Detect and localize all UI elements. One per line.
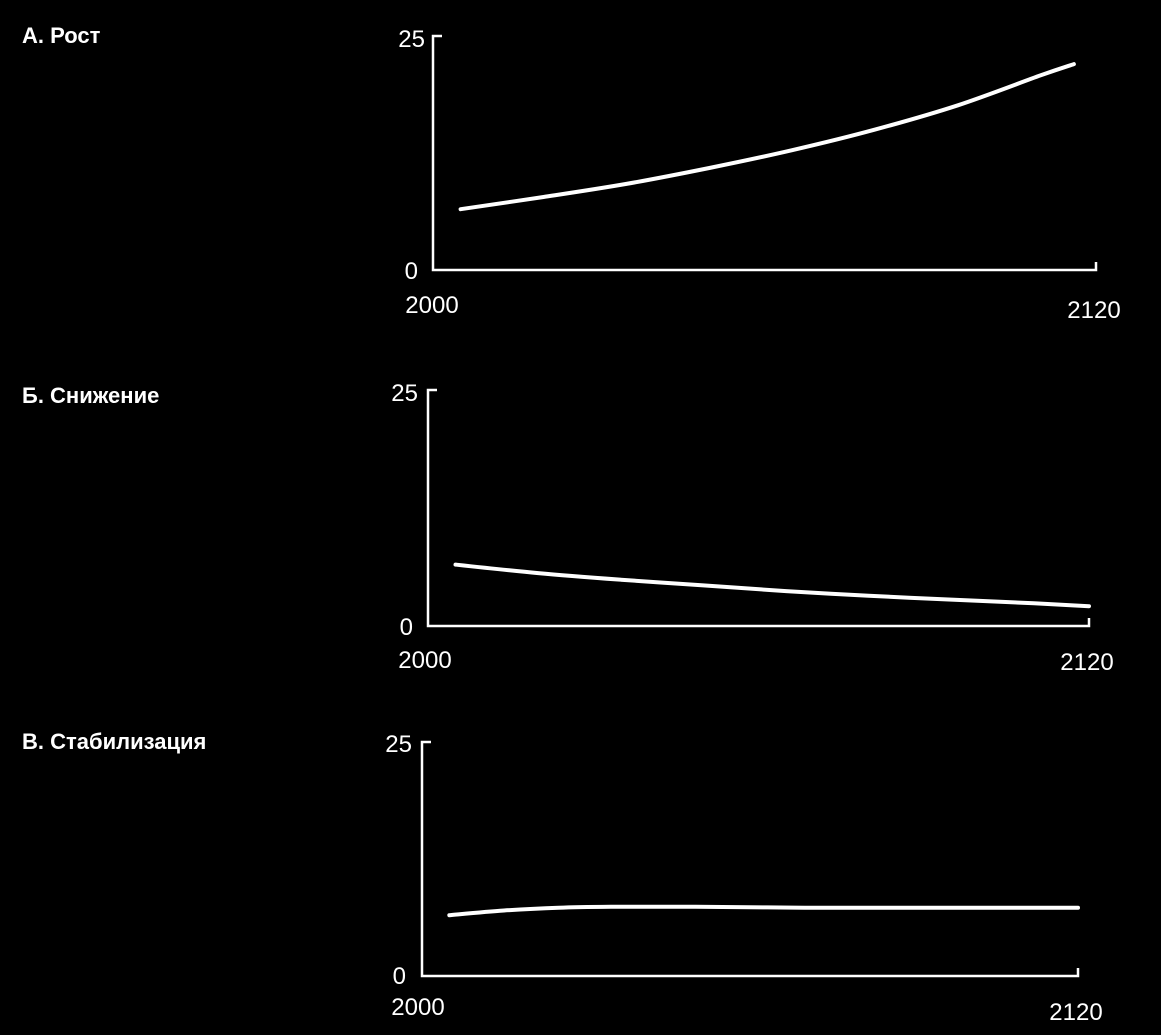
- y-tick-min: 0: [393, 963, 406, 990]
- x-tick-max: 2120: [1060, 649, 1113, 676]
- x-tick-max: 2120: [1067, 297, 1120, 324]
- series-line-decline: [453, 562, 1091, 609]
- x-tick-min: 2000: [398, 647, 451, 674]
- chart-panel-decline: Б. Снижение 25 0 2000 2120: [22, 380, 1114, 676]
- axes: [426, 388, 1091, 628]
- axes: [431, 34, 1098, 272]
- axes: [420, 740, 1080, 978]
- y-tick-max: 25: [391, 380, 418, 407]
- x-tick-min: 2000: [391, 994, 444, 1021]
- chart-title: Б. Снижение: [22, 383, 159, 408]
- y-tick-min: 0: [405, 258, 418, 285]
- series-line-growth: [458, 62, 1076, 212]
- y-tick-min: 0: [400, 614, 413, 641]
- y-tick-max: 25: [398, 26, 425, 53]
- x-tick-max: 2120: [1049, 999, 1102, 1026]
- chart-title: В. Стабилизация: [22, 729, 206, 754]
- x-tick-min: 2000: [405, 292, 458, 319]
- chart-title: А. Рост: [22, 23, 101, 48]
- chart-panel-stabilization: В. Стабилизация 25 0 2000 2120: [22, 729, 1103, 1026]
- series-line-stabilization: [447, 904, 1080, 918]
- y-tick-max: 25: [385, 731, 412, 758]
- chart-panel-growth: А. Рост 25 0 2000 2120: [22, 23, 1121, 324]
